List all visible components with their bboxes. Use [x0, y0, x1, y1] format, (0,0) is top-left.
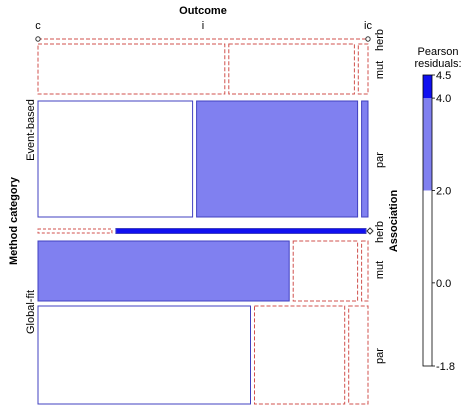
left-axis-title: Method category	[8, 176, 20, 265]
legend-tick-label-3: 0.0	[436, 278, 451, 290]
tile-event-based-par-i	[196, 100, 359, 218]
tile-global-fit-par-ic	[348, 305, 369, 405]
top-level-label-c: c	[35, 20, 41, 32]
reference-point-1	[365, 36, 371, 42]
mosaic-tiles: herb mut par herb mut par	[35, 29, 386, 405]
legend-title-line-2: residuals:	[414, 58, 461, 70]
tile-event-based-mut-c	[37, 43, 226, 95]
right-level-label-herb-0: herb	[374, 29, 386, 51]
tile-global-fit-mut-ic	[361, 240, 369, 302]
legend-segment-neutral	[423, 190, 432, 366]
tile-event-based-herb-i	[115, 228, 367, 234]
left-level-label-global-fit: Global-fit	[25, 290, 37, 334]
top-level-label-ic: ic	[364, 20, 372, 32]
left-level-label-event-based: Event-based	[25, 99, 37, 161]
top-axis-title: Outcome	[179, 5, 227, 17]
tile-event-based-par-c	[37, 100, 194, 218]
right-level-label-mut-4: mut	[374, 261, 386, 279]
tile-event-based-mut-ic	[357, 43, 369, 95]
legend-tick-label-1: 4.0	[436, 93, 451, 105]
tile-global-fit-mut-i	[292, 240, 359, 302]
legend-tick-label-2: 2.0	[436, 185, 451, 197]
right-level-label-par-2: par	[374, 152, 386, 168]
tile-global-fit-par-c	[37, 305, 251, 405]
tile-global-fit-mut-c	[37, 240, 290, 302]
legend-segment-moderate	[423, 98, 432, 191]
legend-title-line-1: Pearson	[418, 46, 459, 58]
tile-event-based-herb-c	[37, 228, 113, 234]
legend-colorbar: 4.5 4.0 2.0 0.0 -1.8	[422, 70, 455, 373]
legend-tick-label-4: -1.8	[436, 361, 455, 373]
legend-segment-strong	[423, 75, 432, 99]
top-level-label-i: i	[202, 20, 204, 32]
right-axis-title: Association	[388, 190, 400, 253]
legend-border	[422, 74, 433, 367]
reference-point-0	[35, 36, 41, 42]
right-level-label-par-5: par	[374, 348, 386, 364]
right-level-label-mut-1: mut	[374, 61, 386, 79]
tile-event-based-mut-i	[228, 43, 355, 95]
tile-event-based-par-ic	[361, 100, 369, 218]
tile-event-based-herb-ic	[366, 227, 374, 235]
tile-global-fit-par-i	[254, 305, 346, 405]
legend-tick-label-0: 4.5	[436, 70, 451, 82]
right-level-label-herb-3: herb	[374, 221, 386, 243]
